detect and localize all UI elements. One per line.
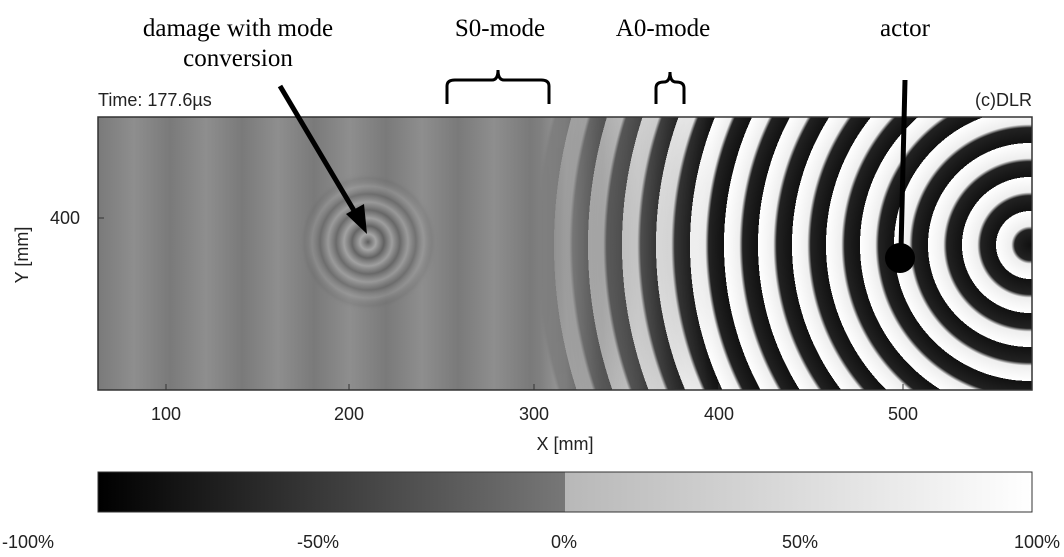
damage-rings [298,172,438,312]
annotation-damage: conversion [183,45,293,72]
credit: (c)DLR [975,90,1032,110]
x-tick-label: 100 [151,404,181,424]
x-tick-label: 400 [704,404,734,424]
colorbar-tick-label: 50% [782,532,818,552]
wavefield-a0 [540,117,1032,390]
colorbar [97,471,1033,513]
x-tick-label: 300 [519,404,549,424]
x-axis-title: X [mm] [537,434,594,454]
colorbar-tick-label: -100% [2,532,54,552]
colorbar-tick-label: 100% [1014,532,1060,552]
y-tick-label: 400 [50,208,80,228]
actor-dot [885,243,915,273]
colorbar-tick-label: 0% [551,532,577,552]
pointer [898,79,908,251]
annotation-actor: actor [880,15,931,42]
annotation-s0: S0-mode [455,15,545,42]
brace [654,71,686,104]
annotation-a0: A0-mode [616,15,710,42]
annotation-damage: damage with mode [143,15,333,42]
brace [445,69,551,104]
time-label: Time: 177.6µs [98,90,212,110]
arrow-head [346,204,367,234]
arrow [277,84,359,216]
y-axis-title: Y [mm] [12,227,32,284]
plot-frame [97,116,1033,391]
colorbar-tick-label: -50% [297,532,339,552]
x-tick-label: 200 [334,404,364,424]
x-tick-label: 500 [888,404,918,424]
